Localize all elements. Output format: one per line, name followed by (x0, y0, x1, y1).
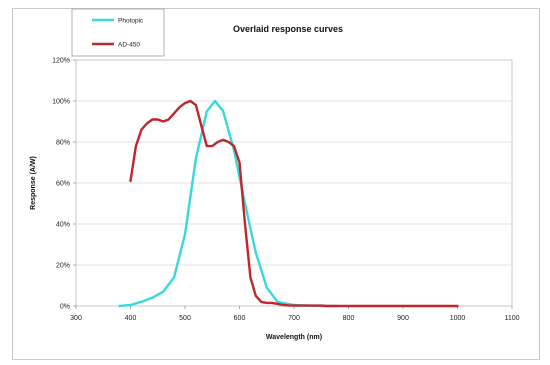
legend-label-photopic: Photopic (118, 18, 144, 25)
gridlines (76, 100, 512, 266)
legend-box (71, 8, 165, 57)
y-tick-label: 20% (56, 263, 70, 270)
legend: Photopic AD-450 (71, 8, 165, 57)
legend-label-ad-450: AD-450 (118, 42, 140, 49)
x-axis-ticks: 300 400 500 600 700 800 900 1000 1100 (70, 306, 520, 322)
x-tick-label: 400 (125, 315, 137, 322)
series-lines (118, 99, 459, 308)
y-axis-title: Response (A/W) (30, 156, 37, 210)
x-tick-label: 500 (179, 315, 191, 322)
y-axis-ticks: 0% 20% 40% 60% 80% 100% 120% (52, 58, 76, 311)
y-tick-label: 60% (56, 181, 70, 188)
x-axis-title: Wavelength (nm) (266, 334, 322, 341)
x-tick-label: 600 (234, 315, 246, 322)
y-tick-label: 80% (56, 140, 70, 147)
series-line-ad-450 (129, 99, 459, 308)
x-tick-label: 700 (288, 315, 300, 322)
chart-title: Overlaid response curves (233, 24, 343, 34)
x-tick-label: 900 (397, 315, 409, 322)
y-tick-label: 0% (60, 304, 70, 311)
y-tick-label: 100% (52, 99, 70, 106)
y-tick-label: 120% (52, 58, 70, 65)
x-tick-label: 1100 (504, 315, 519, 322)
x-tick-label: 300 (70, 315, 82, 322)
x-tick-label: 800 (343, 315, 355, 322)
y-tick-label: 40% (56, 222, 70, 229)
x-tick-label: 1000 (450, 315, 466, 322)
